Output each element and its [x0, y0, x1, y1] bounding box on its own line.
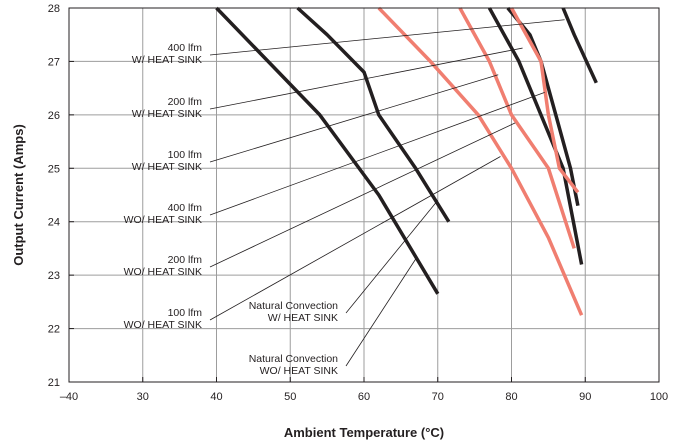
- annotation-label: WO/ HEAT SINK: [260, 365, 338, 377]
- x-tick-label: 30: [137, 391, 149, 403]
- annotation-label: W/ HEAT SINK: [132, 54, 202, 66]
- annotation-label: Natural Convection: [249, 353, 338, 365]
- annotation-label: WO/ HEAT SINK: [124, 266, 202, 278]
- annotation-leader-line: [345, 258, 416, 367]
- x-tick-label: –40: [60, 391, 78, 403]
- annotation-label: 200 lfm: [168, 96, 203, 108]
- annotation-label: W/ HEAT SINK: [268, 312, 338, 324]
- series-line-black: [296, 6, 451, 223]
- x-tick-label: 90: [579, 391, 591, 403]
- annotation-label: WO/ HEAT SINK: [124, 214, 202, 226]
- y-tick-label: 23: [48, 270, 60, 282]
- annotation-leader-line: [345, 200, 439, 314]
- annotation-label: W/ HEAT SINK: [132, 161, 202, 173]
- series-line-red: [509, 7, 580, 194]
- x-axis-title: Ambient Temperature (°C): [284, 425, 444, 440]
- y-axis-title: Output Current (Amps): [11, 124, 26, 266]
- annotation-label: W/ HEAT SINK: [132, 108, 202, 120]
- annotation-label: 100 lfm: [168, 307, 203, 319]
- x-tick-label: 100: [650, 391, 668, 403]
- y-tick-label: 22: [48, 324, 60, 336]
- grid: [69, 8, 659, 382]
- annotation-label: Natural Convection: [249, 300, 338, 312]
- annotation-leader-line: [209, 122, 516, 268]
- annotation-label: 400 lfm: [168, 42, 203, 54]
- y-tick-label: 27: [48, 56, 60, 68]
- x-tick-label: 50: [284, 391, 296, 403]
- series-line-red: [458, 7, 576, 249]
- x-tick-label: 80: [505, 391, 517, 403]
- annotation-leader-line: [209, 19, 565, 56]
- tick-labels: –40 30 40 50 60 70 80 90 100 21 22 23 24 25 26 27 28: [48, 3, 668, 403]
- annotation-leader-line: [209, 92, 545, 216]
- annotation-leader-line: [209, 74, 499, 163]
- y-tick-label: 25: [48, 163, 60, 175]
- x-tick-label: 40: [210, 391, 222, 403]
- x-tick-label: 70: [432, 391, 444, 403]
- y-tick-label: 28: [48, 3, 60, 15]
- annotation-leader-line: [209, 156, 501, 321]
- annotation-label: 400 lfm: [168, 202, 203, 214]
- series-layer: [215, 6, 598, 316]
- annotation-label: 100 lfm: [168, 149, 203, 161]
- series-line-red: [377, 6, 584, 316]
- series-line-black: [506, 6, 580, 207]
- annotation-label: 200 lfm: [168, 254, 203, 266]
- series-line-black: [215, 6, 440, 295]
- x-tick-label: 60: [358, 391, 370, 403]
- series-line-black: [487, 7, 584, 265]
- y-tick-label: 21: [48, 377, 60, 389]
- series-line-black: [561, 7, 598, 84]
- annotation-label: WO/ HEAT SINK: [124, 319, 202, 331]
- y-tick-label: 24: [48, 217, 60, 229]
- annotation-leader-line: [209, 47, 523, 110]
- y-tick-label: 26: [48, 110, 60, 122]
